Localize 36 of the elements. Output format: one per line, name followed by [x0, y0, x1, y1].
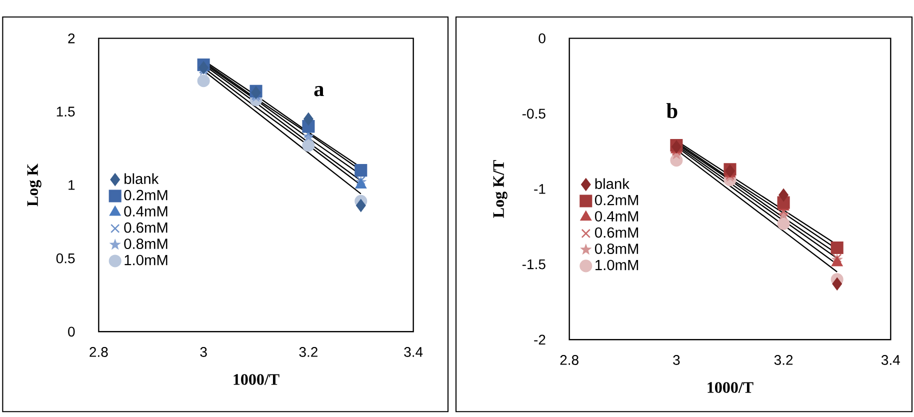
legend-label: 0.2mM [124, 190, 168, 200]
y-tick-label: -1.5 [522, 259, 546, 270]
x-tick-label: 3.2 [774, 355, 793, 365]
y-tick-label: -2 [534, 334, 546, 345]
y-tick-label: 0 [538, 33, 546, 44]
legend-label: 1.0mM [124, 254, 168, 266]
x-axis-title: 1000/T [708, 382, 754, 393]
y-tick-label: 1.5 [56, 106, 75, 117]
x-tick-label: 3 [673, 355, 680, 365]
y-tick-label: 0.5 [56, 253, 75, 264]
legend-label: blank [124, 173, 159, 184]
y-tick-label: -1 [534, 184, 546, 194]
legend-label: 0.4mM [124, 206, 168, 217]
x-tick-label: 2.8 [90, 347, 108, 357]
annotation: a [314, 86, 324, 96]
legend-label: 0.8mM [594, 244, 638, 254]
x-tick-label: 2.8 [560, 355, 578, 365]
x-axis-title: 1000/T [234, 374, 280, 385]
x-tick-label: 3.4 [404, 347, 423, 357]
y-tick-label: 2 [68, 33, 75, 44]
y-axis-title: Log K [27, 164, 42, 206]
legend-label: 0.6mM [124, 222, 168, 233]
x-tick-label: 3.4 [881, 355, 900, 365]
legend-label: 0.4mM [594, 211, 638, 222]
y-tick-label: 1 [68, 180, 75, 190]
legend-label: blank [595, 178, 630, 190]
annotation: b [666, 103, 678, 118]
y-axis-title: Log K/T [493, 160, 508, 218]
x-tick-label: 3.2 [299, 347, 318, 357]
legend-label: 0.2mM [594, 194, 638, 206]
legend-label: 1.0mM [596, 260, 638, 270]
y-tick-label: -0.5 [522, 108, 546, 119]
y-tick-label: 0 [68, 326, 75, 337]
x-tick-label: 3 [200, 347, 207, 357]
legend-label: 0.8mM [124, 238, 168, 250]
legend-label: 0.6mM [594, 227, 638, 238]
